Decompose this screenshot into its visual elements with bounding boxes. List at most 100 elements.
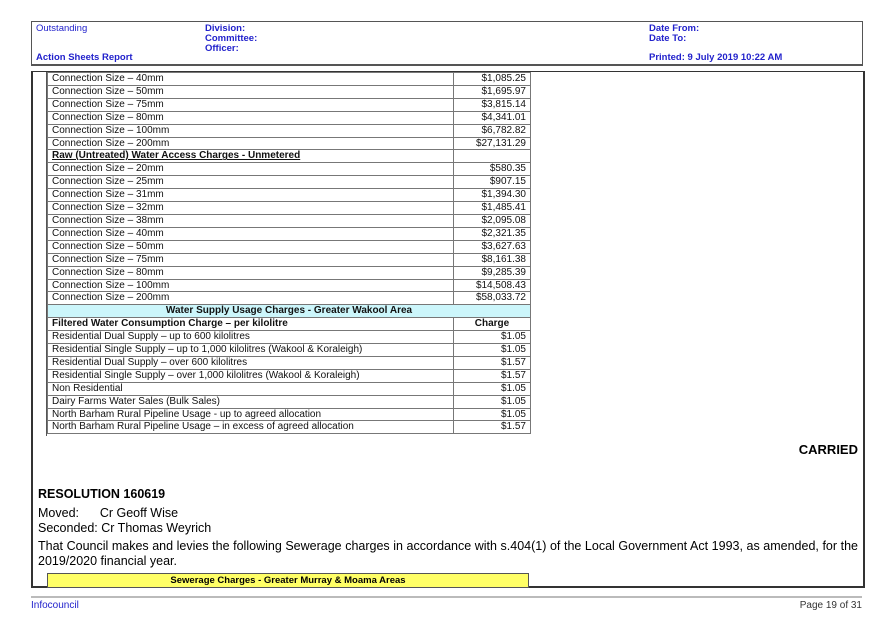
row-amount: $1.05: [453, 343, 531, 357]
row-label: Connection Size – 200mm: [47, 136, 454, 151]
row-amount: Charge: [453, 317, 531, 332]
table-row: North Barham Rural Pipeline Usage - up t…: [47, 407, 531, 422]
row-label: Residential Dual Supply – up to 600 kilo…: [47, 330, 454, 345]
table-row: Connection Size – 31mm $1,394.30: [47, 188, 531, 203]
row-label: Connection Size – 40mm: [47, 226, 454, 241]
row-label: Connection Size – 75mm: [47, 252, 454, 267]
table-row: Connection Size – 80mm $4,341.01: [47, 110, 531, 125]
table-row: Residential Dual Supply – up to 600 kilo…: [47, 330, 531, 345]
row-label: Connection Size – 38mm: [47, 213, 454, 228]
table-row: Residential Single Supply – over 1,000 k…: [47, 368, 531, 383]
table-row: Raw (Untreated) Water Access Charges - U…: [47, 149, 531, 164]
table-row: Connection Size – 100mm $14,508.43: [47, 278, 531, 293]
footer-divider: [31, 596, 862, 598]
row-amount: $27,131.29: [453, 136, 531, 151]
row-amount: $3,815.14: [453, 97, 531, 112]
row-amount: $4,341.01: [453, 110, 531, 125]
row-label: Residential Single Supply – over 1,000 k…: [47, 368, 454, 383]
row-label: Residential Single Supply – up to 1,000 …: [47, 343, 454, 357]
row-amount: $1.57: [453, 355, 531, 370]
seconded-by: Seconded: Cr Thomas Weyrich: [38, 521, 212, 535]
row-label: Connection Size – 80mm: [47, 110, 454, 125]
charges-table: Connection Size – 40mm $1,085.25 Connectio…: [47, 72, 531, 435]
table-row: Connection Size – 75mm $3,815.14: [47, 97, 531, 112]
row-amount: $9,285.39: [453, 265, 531, 280]
date-to-label: Date To:: [649, 33, 687, 44]
usage-section-header: Water Supply Usage Charges - Greater Wak…: [47, 304, 531, 319]
table-row: North Barham Rural Pipeline Usage – in e…: [47, 420, 531, 435]
row-label: Connection Size – 25mm: [47, 175, 454, 190]
row-label: Connection Size – 40mm: [47, 72, 454, 86]
row-label: Connection Size – 20mm: [47, 162, 454, 177]
row-label: Connection Size – 31mm: [47, 188, 454, 203]
table-row: Connection Size – 38mm $2,095.08: [47, 213, 531, 228]
row-label: Connection Size – 50mm: [47, 84, 454, 99]
page-number: Page 19 of 31: [799, 600, 862, 611]
table-row: Residential Single Supply – up to 1,000 …: [47, 343, 531, 357]
table-row: Connection Size – 50mm $1,695.97: [47, 84, 531, 99]
report-title: Action Sheets Report: [36, 52, 133, 63]
sewerage-charges-header: Sewerage Charges - Greater Murray & Moam…: [47, 573, 529, 588]
table-row: Connection Size – 75mm $8,161.38: [47, 252, 531, 267]
row-label: Connection Size – 32mm: [47, 201, 454, 215]
division-label: Division:: [205, 23, 246, 34]
row-amount: $1,085.25: [453, 72, 531, 86]
row-label: Dairy Farms Water Sales (Bulk Sales): [47, 394, 454, 409]
content-frame: Connection Size – 40mm $1,085.25 Connectio…: [31, 71, 865, 588]
row-amount: [453, 149, 531, 164]
row-amount: $907.15: [453, 175, 531, 190]
row-amount: $2,321.35: [453, 226, 531, 241]
table-row: Dairy Farms Water Sales (Bulk Sales) $1.0…: [47, 394, 531, 409]
row-label: Connection Size – 50mm: [47, 239, 454, 254]
row-amount: $14,508.43: [453, 278, 531, 293]
table-row: Connection Size – 20mm $580.35: [47, 162, 531, 177]
row-amount: $1.05: [453, 381, 531, 396]
table-row: Connection Size – 40mm $1,085.25: [47, 72, 531, 86]
row-label: Connection Size – 80mm: [47, 265, 454, 280]
table-row: Connection Size – 80mm $9,285.39: [47, 265, 531, 280]
committee-label: Committee:: [205, 33, 258, 44]
carried-label: CARRIED: [798, 442, 858, 457]
row-amount: $580.35: [453, 162, 531, 177]
row-amount: $3,627.63: [453, 239, 531, 254]
report-header: Outstanding Action Sheets Report Divisio…: [31, 21, 863, 66]
row-label: Connection Size – 200mm: [47, 291, 454, 306]
row-label: Filtered Water Consumption Charge – per …: [47, 317, 454, 332]
row-amount: $6,782.82: [453, 123, 531, 138]
row-label: Connection Size – 75mm: [47, 97, 454, 112]
row-amount: $1.57: [453, 420, 531, 435]
row-amount: $1.05: [453, 330, 531, 345]
table-row: Connection Size – 40mm $2,321.35: [47, 226, 531, 241]
row-label: Connection Size – 100mm: [47, 278, 454, 293]
table-row: Connection Size – 100mm $6,782.82: [47, 123, 531, 138]
section-title: Water Supply Usage Charges - Greater Wak…: [47, 304, 531, 319]
row-amount: $1.57: [453, 368, 531, 383]
table-row: Connection Size – 25mm $907.15: [47, 175, 531, 190]
row-amount: $1,695.97: [453, 84, 531, 99]
footer-brand: Infocouncil: [31, 600, 79, 611]
row-amount: $1.05: [453, 394, 531, 409]
row-amount: $2,095.08: [453, 213, 531, 228]
moved-by: Moved: Cr Geoff Wise: [38, 506, 179, 520]
table-row: Non Residential $1.05: [47, 381, 531, 396]
row-label: North Barham Rural Pipeline Usage - up t…: [47, 407, 454, 422]
row-amount: $58,033.72: [453, 291, 531, 306]
row-label: North Barham Rural Pipeline Usage – in e…: [47, 420, 454, 435]
row-label: Residential Dual Supply – over 600 kilol…: [47, 355, 454, 370]
resolution-title: RESOLUTION 160619: [38, 487, 166, 501]
date-from-label: Date From:: [649, 23, 700, 34]
table-row: Connection Size – 50mm $3,627.63: [47, 239, 531, 254]
row-amount: $1.05: [453, 407, 531, 422]
row-label: Non Residential: [47, 381, 454, 396]
table-row: Connection Size – 200mm $58,033.72: [47, 291, 531, 306]
printed-date: Printed: 9 July 2019 10:22 AM: [649, 52, 783, 63]
officer-label: Officer:: [205, 43, 239, 54]
status-label: Outstanding: [36, 23, 88, 34]
row-amount: $1,394.30: [453, 188, 531, 203]
row-label: Connection Size – 100mm: [47, 123, 454, 138]
table-row: Connection Size – 200mm $27,131.29: [47, 136, 531, 151]
left-margin-cell: [33, 72, 47, 436]
row-label: Raw (Untreated) Water Access Charges - U…: [47, 149, 454, 164]
table-row: Connection Size – 32mm $1,485.41: [47, 201, 531, 215]
resolution-text: That Council makes and levies the follow…: [38, 539, 858, 568]
